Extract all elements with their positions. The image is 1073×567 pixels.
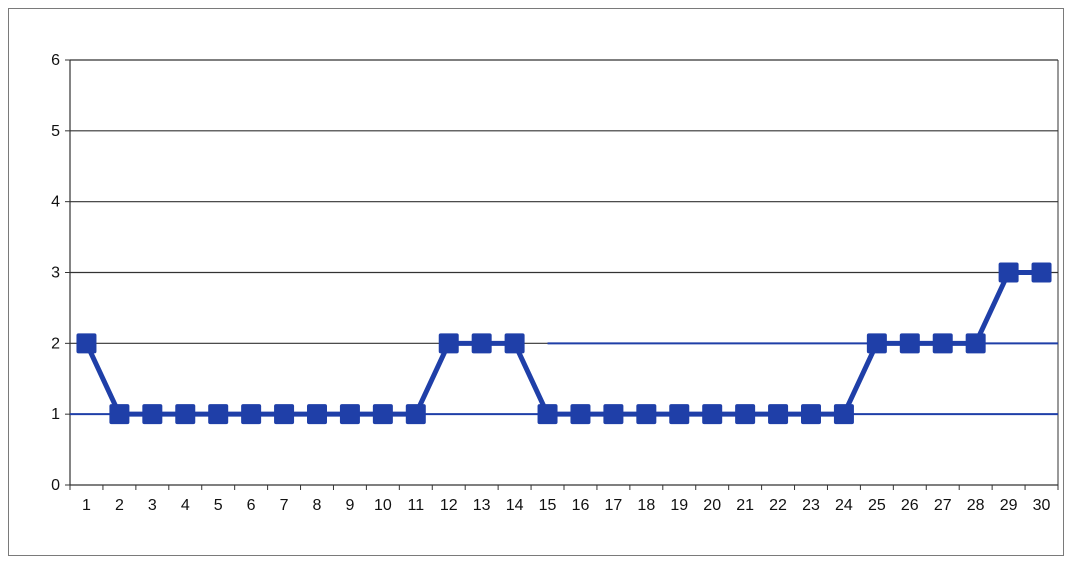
data-point-11 — [405, 404, 426, 425]
data-point-15 — [537, 404, 558, 425]
data-point-10 — [372, 404, 393, 425]
x-tick-label-7: 7 — [280, 497, 289, 514]
x-tick-label-8: 8 — [313, 497, 322, 514]
y-tick-label-6: 6 — [51, 52, 60, 69]
x-tick-label-16: 16 — [572, 497, 590, 514]
x-tick-label-18: 18 — [637, 497, 655, 514]
x-tick-label-10: 10 — [374, 497, 392, 514]
data-point-21 — [735, 404, 756, 425]
x-tick-label-1: 1 — [82, 497, 91, 514]
x-tick-label-14: 14 — [506, 497, 524, 514]
x-tick-label-4: 4 — [181, 497, 190, 514]
data-point-26 — [899, 333, 920, 354]
x-tick-label-23: 23 — [802, 497, 820, 514]
y-tick-label-5: 5 — [51, 123, 60, 140]
x-tick-label-21: 21 — [736, 497, 754, 514]
data-point-23 — [801, 404, 821, 425]
x-tick-label-13: 13 — [473, 497, 491, 514]
x-tick-label-17: 17 — [605, 497, 623, 514]
x-tick-label-30: 30 — [1033, 497, 1051, 514]
data-point-20 — [702, 404, 723, 425]
data-point-16 — [570, 404, 591, 425]
data-point-12 — [438, 333, 459, 354]
data-point-9 — [339, 404, 360, 425]
data-point-29 — [998, 262, 1019, 283]
x-tick-label-6: 6 — [247, 497, 256, 514]
data-point-2 — [109, 404, 130, 425]
x-tick-labels: 1 2 3 4 5 6 7 8 9 10 11 12 13 14 15 16 17 18 19 20 21 22 23 24 2… — [82, 497, 1051, 514]
y-tick-label-4: 4 — [51, 194, 60, 211]
x-tick-label-12: 12 — [440, 497, 458, 514]
data-point-17 — [603, 404, 624, 425]
x-tick-label-29: 29 — [1000, 497, 1018, 514]
data-point-3 — [142, 404, 163, 425]
data-point-22 — [768, 404, 789, 425]
data-point-5 — [208, 404, 229, 425]
data-point-19 — [669, 404, 690, 425]
y-tick-label-2: 2 — [51, 335, 60, 352]
x-tick-label-26: 26 — [901, 497, 919, 514]
x-tick-label-20: 20 — [703, 497, 721, 514]
data-point-28 — [965, 333, 986, 354]
x-tick-label-27: 27 — [934, 497, 952, 514]
x-tick-label-9: 9 — [345, 497, 354, 514]
y-tick-label-3: 3 — [51, 265, 60, 282]
x-tick-label-24: 24 — [835, 497, 853, 514]
x-tick-label-3: 3 — [148, 497, 157, 514]
y-tick-labels: 0 1 2 3 4 5 6 — [51, 52, 60, 494]
x-tick-label-5: 5 — [214, 497, 223, 514]
data-point-25 — [866, 333, 887, 354]
x-tick-label-11: 11 — [407, 497, 424, 514]
x-tick-label-2: 2 — [115, 497, 124, 514]
data-point-24 — [833, 404, 854, 425]
data-point-7 — [274, 404, 295, 425]
x-tick-label-22: 22 — [769, 497, 787, 514]
data-point-27 — [932, 333, 953, 354]
data-point-8 — [307, 404, 327, 425]
data-point-6 — [241, 404, 262, 425]
data-point-13 — [471, 333, 492, 354]
x-tick-label-15: 15 — [539, 497, 557, 514]
data-point-14 — [504, 333, 525, 354]
data-point-1 — [76, 333, 97, 354]
data-point-4 — [175, 404, 196, 425]
x-tick-label-28: 28 — [967, 497, 985, 514]
data-point-30 — [1031, 262, 1052, 283]
y-tick-label-0: 0 — [51, 477, 60, 494]
x-tick-label-19: 19 — [670, 497, 688, 514]
series-group — [76, 262, 1052, 425]
x-tick-label-25: 25 — [868, 497, 886, 514]
y-tick-label-1: 1 — [51, 406, 60, 423]
data-point-18 — [636, 404, 657, 425]
